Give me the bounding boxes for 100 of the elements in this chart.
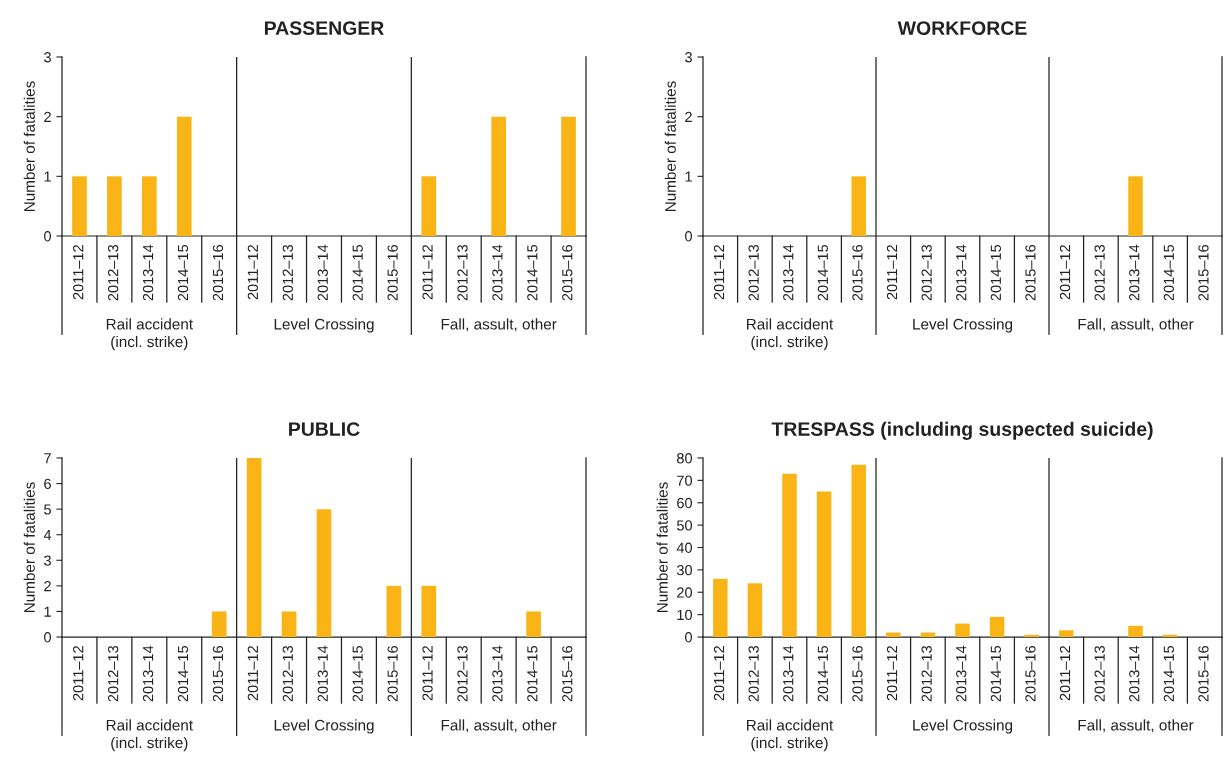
x-tick-label: 2011–12 — [1059, 245, 1071, 300]
bar — [747, 583, 763, 637]
chart-title: PASSENGER — [264, 21, 384, 35]
text: Fall, assult, other — [441, 719, 557, 733]
bar — [281, 611, 297, 637]
bar — [316, 509, 332, 637]
y-tick-label: 7 — [44, 453, 51, 464]
x-tick-label: 2012–13 — [921, 645, 932, 702]
text: Rail accident (incl. strike) — [106, 318, 193, 351]
y-tick-label: 2 — [685, 111, 692, 122]
y-tick-label: 3 — [44, 52, 51, 63]
bar — [246, 458, 262, 637]
x-tick-label: 2015–16 — [562, 645, 573, 702]
x-tick-label: 2012–13 — [1094, 645, 1105, 702]
x-tick-label: 2014–15 — [817, 645, 829, 702]
x-tick-label: 2015–16 — [1025, 645, 1036, 702]
text: Level Crossing — [274, 719, 374, 734]
text: Rail accident (incl. strike) — [106, 719, 193, 752]
y-axis-title: Number of fatalities — [656, 482, 668, 613]
y-axis-title: Number of fatalities — [23, 81, 35, 212]
chart-title: PUBLIC — [289, 422, 360, 436]
x-tick-label: 2011–12 — [247, 245, 259, 300]
x-tick-label: 2012–13 — [457, 244, 468, 301]
x-tick-label: 2011–12 — [73, 646, 84, 701]
bar — [386, 585, 402, 637]
x-tick-label: 2012–13 — [107, 645, 119, 702]
text: Fall, assult, other — [1078, 318, 1194, 332]
y-tick-label: 3 — [44, 555, 51, 566]
text: Fall, assult, other — [441, 318, 557, 332]
x-tick-label: 2013–14 — [783, 645, 794, 702]
bar — [1059, 630, 1074, 637]
x-tick-label: 2015–16 — [562, 244, 573, 301]
x-tick-label: 2015–16 — [852, 645, 863, 702]
y-tick-label: 0 — [685, 632, 693, 643]
x-tick-label: 2011–12 — [1059, 646, 1071, 701]
bar — [886, 632, 901, 637]
y-tick-label: 60 — [677, 497, 693, 509]
x-tick-label: 2014–15 — [177, 244, 189, 301]
y-tick-label: 20 — [677, 587, 693, 598]
y-tick-label: 6 — [44, 478, 51, 489]
x-tick-label: 2012–13 — [1094, 244, 1105, 301]
x-tick-label: 2014–15 — [527, 645, 538, 702]
text: Level Crossing — [913, 318, 1013, 333]
x-tick-label: 2013–14 — [142, 645, 154, 702]
x-tick-label: 2014–15 — [817, 244, 829, 301]
x-tick-label: 2015–16 — [1198, 244, 1209, 301]
x-tick-label: 2014–15 — [177, 645, 189, 702]
bar — [816, 491, 832, 637]
x-tick-label: 2013–14 — [317, 645, 328, 702]
x-tick-label: 2012–13 — [107, 244, 119, 301]
x-tick-label: 2012–13 — [748, 645, 759, 702]
x-tick-label: 2013–14 — [956, 645, 967, 702]
x-tick-label: 2011–12 — [247, 646, 259, 701]
y-tick-label: 50 — [676, 520, 693, 531]
text: Rail accident (incl. strike) — [747, 719, 834, 752]
y-tick-label: 0 — [44, 231, 52, 242]
x-tick-label: 2014–15 — [1163, 244, 1175, 301]
x-tick-label: 2012–13 — [921, 244, 932, 301]
x-tick-label: 2013–14 — [1129, 244, 1140, 301]
y-tick-label: 5 — [44, 504, 51, 515]
bar — [1024, 634, 1039, 637]
chart-title: TRESPASS (including suspected suicide) — [771, 421, 1153, 440]
y-tick-label: 0 — [685, 231, 693, 242]
x-tick-label: 2013–14 — [783, 244, 794, 301]
chart-title: WORKFORCE — [897, 21, 1027, 35]
x-tick-label: 2015–16 — [1198, 645, 1209, 702]
x-tick-label: 2011–12 — [422, 245, 433, 300]
y-tick-label: 30 — [676, 564, 693, 576]
y-tick-label: 1 — [44, 171, 51, 182]
y-tick-label: 4 — [43, 529, 52, 540]
bar — [1128, 625, 1143, 637]
x-tick-label: 2011–12 — [713, 646, 725, 701]
y-tick-label: 1 — [685, 171, 692, 182]
x-tick-label: 2011–12 — [886, 646, 898, 701]
x-tick-label: 2011–12 — [713, 245, 725, 300]
x-tick-label: 2015–16 — [212, 244, 224, 301]
bar — [526, 611, 541, 637]
y-axis-title: Number of fatalities — [23, 482, 35, 613]
x-tick-label: 2012–13 — [457, 645, 468, 702]
x-tick-label: 2011–12 — [422, 646, 433, 701]
y-tick-label: 3 — [685, 52, 692, 63]
x-tick-label: 2014–15 — [990, 244, 1002, 301]
y-tick-label: 10 — [677, 609, 693, 621]
x-tick-label: 2013–14 — [956, 244, 967, 301]
x-tick-label: 2014–15 — [527, 244, 538, 301]
x-tick-label: 2013–14 — [492, 244, 503, 301]
text: Fall, assult, other — [1078, 719, 1194, 733]
bar — [421, 585, 437, 637]
bar — [211, 611, 227, 637]
x-tick-label: 2015–16 — [212, 645, 224, 702]
x-tick-label: 2013–14 — [142, 244, 154, 301]
bar — [955, 623, 970, 637]
x-tick-label: 2015–16 — [1025, 244, 1036, 301]
text: Level Crossing — [274, 318, 374, 333]
text: Rail accident (incl. strike) — [747, 318, 834, 351]
x-tick-label: 2012–13 — [748, 244, 759, 301]
x-tick-label: 2013–14 — [317, 244, 328, 301]
text: Level Crossing — [913, 719, 1013, 734]
y-axis-title: Number of fatalities — [664, 81, 676, 212]
x-tick-label: 2011–12 — [886, 245, 898, 300]
